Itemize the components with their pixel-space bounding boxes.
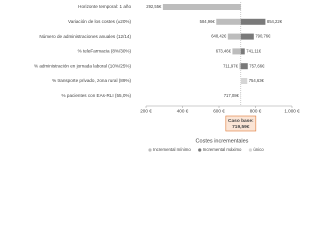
value-label: 648,42€ — [211, 34, 227, 39]
x-axis-title: Costes incrementales — [196, 138, 249, 144]
base-box — [225, 115, 257, 132]
category-label: Número de administraciones anuales (12/1… — [39, 34, 131, 39]
value-label: 717,08€ — [224, 93, 240, 98]
bar — [240, 63, 248, 70]
value-label: 854,22€ — [267, 19, 283, 24]
bar — [240, 92, 241, 99]
category-label: % teleFarmacia (8%/30%) — [78, 49, 132, 54]
value-label: 584,96€ — [200, 19, 216, 24]
category-label: Variación de los costes (±20%) — [68, 19, 131, 24]
value-label: 754,63€ — [249, 78, 265, 83]
bar — [216, 18, 241, 25]
legend-marker — [198, 148, 202, 152]
bar — [239, 63, 241, 70]
category-label: % transporte privado, zona rural (89%) — [52, 78, 131, 83]
bar — [240, 48, 245, 55]
legend-marker — [248, 148, 253, 152]
value-label: 757,66€ — [249, 63, 265, 68]
legend-label: Incremental máximo — [203, 147, 242, 152]
category-label: % administración en jornada laboral (10%… — [34, 63, 132, 68]
base-label: Caso base: — [228, 118, 254, 124]
x-tick-label: 400 € — [177, 109, 189, 114]
legend-label: único — [253, 147, 264, 152]
chart: Costes incrementales 200 € 400 € 600 € 800 … — [34, 2, 300, 152]
bar — [240, 78, 248, 84]
value-label: 292,55€ — [146, 4, 162, 9]
legend-marker — [148, 148, 152, 152]
base-value: 719,59€ — [232, 124, 250, 130]
value-label: 673,46€ — [216, 49, 232, 54]
category-label: % pacientes con EAs-RLI (55,0%) — [62, 93, 132, 98]
value-label: 711,97€ — [223, 63, 238, 68]
x-tick-label: 1.000 € — [284, 109, 300, 114]
x-tick-label: 800 € — [250, 109, 262, 114]
x-tick-label: 600 € — [213, 109, 225, 114]
x-tick-label: 200 € — [140, 109, 152, 114]
bar — [232, 48, 241, 55]
bar — [240, 18, 266, 25]
bar — [240, 33, 254, 40]
value-label: 741,11€ — [246, 49, 261, 54]
bar — [227, 33, 241, 40]
value-label: 790,76€ — [255, 34, 271, 39]
category-label: Horizonte temporal: 1 año — [78, 4, 131, 9]
bar — [162, 4, 241, 10]
legend-label: Incremental mínimo — [153, 147, 191, 152]
